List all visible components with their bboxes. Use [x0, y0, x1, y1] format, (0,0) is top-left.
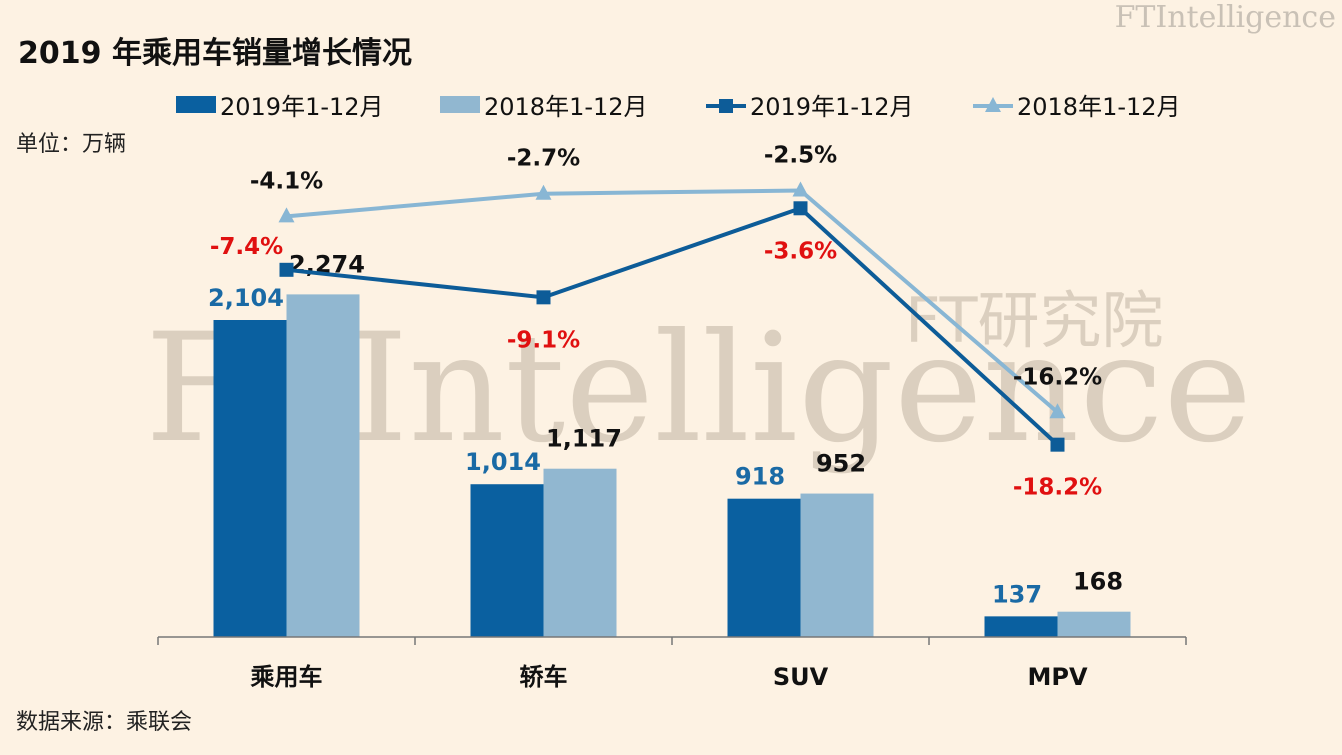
- source-note: 数据来源：乘联会: [16, 710, 193, 735]
- legend-line-2019-label: 2019年1-12月: [750, 93, 914, 121]
- legend-line-2018-label: 2018年1-12月: [1017, 93, 1181, 121]
- bar-value-2019: 137: [992, 580, 1042, 608]
- bar-2019: [213, 320, 287, 637]
- legend-bar-2018-swatch: [440, 96, 480, 113]
- line-2019: [286, 206, 1059, 447]
- line-2019-label: -3.6%: [764, 238, 837, 264]
- line-2018-label: -2.5%: [764, 142, 837, 168]
- line-2018-marker: [1049, 403, 1066, 419]
- watermark-subtext: FT研究院: [905, 284, 1163, 357]
- line-2019-marker: [793, 201, 808, 216]
- line-2019-label: -18.2%: [1013, 475, 1102, 501]
- legend-bar-2019-swatch: [176, 96, 216, 113]
- line-2019-marker: [1050, 437, 1065, 452]
- brand-logo: FTIntelligence: [1114, 0, 1336, 35]
- chart-title: 2019 年乘用车销量增长情况: [18, 36, 412, 71]
- bar-2018: [286, 294, 360, 637]
- legend-line-2018-marker: [985, 97, 1001, 112]
- line-2019-label: -7.4%: [210, 234, 283, 260]
- bar-value-2019: 1,014: [465, 448, 541, 476]
- line-2018-label: -16.2%: [1013, 364, 1102, 390]
- line-2018-marker: [535, 184, 552, 200]
- bar-2018: [1057, 611, 1131, 637]
- category-label: MPV: [1027, 663, 1087, 691]
- line-2019-marker: [279, 262, 294, 277]
- category-label: 乘用车: [250, 663, 323, 691]
- unit-label: 单位：万辆: [16, 132, 127, 157]
- bar-value-2018: 1,117: [546, 425, 622, 453]
- line-2018-label: -4.1%: [250, 168, 323, 194]
- legend-line-2019-marker: [719, 99, 733, 113]
- bar-2019: [727, 498, 801, 637]
- line-2018-marker: [278, 207, 295, 223]
- bar-value-2019: 2,104: [208, 284, 284, 312]
- line-2019-marker: [536, 290, 551, 305]
- category-label: SUV: [773, 663, 829, 691]
- category-label: 轿车: [520, 663, 568, 691]
- bar-value-2019: 918: [735, 463, 785, 491]
- line-2018-marker: [792, 181, 809, 197]
- bar-2018: [543, 468, 617, 637]
- legend-bar-2019-label: 2019年1-12月: [220, 93, 384, 121]
- line-2019-label: -9.1%: [507, 327, 580, 353]
- bar-2019: [984, 616, 1058, 637]
- line-2018: [286, 188, 1059, 414]
- bar-2019: [470, 484, 544, 637]
- legend-bar-2018-label: 2018年1-12月: [484, 93, 648, 121]
- bar-value-2018: 952: [816, 450, 866, 478]
- bar-value-2018: 168: [1073, 568, 1123, 596]
- bar-2018: [800, 493, 874, 637]
- line-2018-label: -2.7%: [507, 146, 580, 172]
